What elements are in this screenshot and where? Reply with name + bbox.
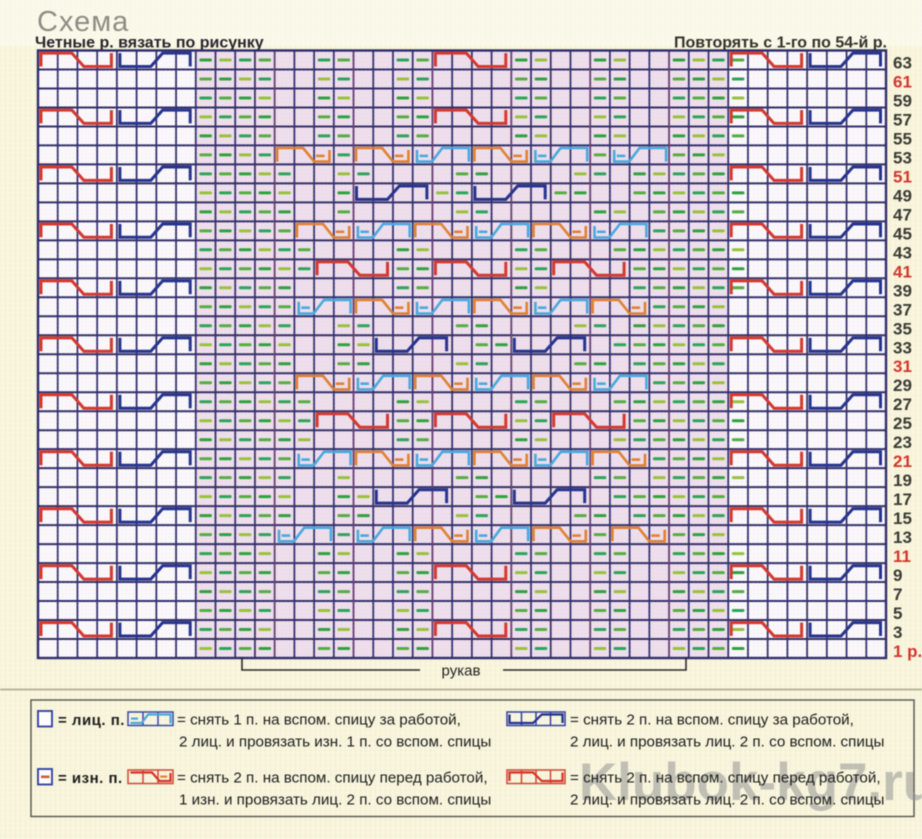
- svg-text:63: 63: [893, 54, 912, 73]
- svg-text:49: 49: [893, 186, 912, 205]
- svg-text:2 лиц. и провязать лиц. 2 п. с: 2 лиц. и провязать лиц. 2 п. со вспом. с…: [570, 792, 884, 809]
- svg-text:61: 61: [893, 73, 912, 92]
- svg-text:37: 37: [893, 300, 912, 319]
- svg-text:= снять 1 п. на вспом. спицу з: = снять 1 п. на вспом. спицу за работой,: [177, 712, 461, 729]
- svg-text:= снять 2 п. на вспом. спицу п: = снять 2 п. на вспом. спицу перед работ…: [570, 770, 881, 787]
- svg-text:9: 9: [893, 566, 902, 585]
- svg-text:15: 15: [893, 509, 912, 528]
- svg-text:Схема: Схема: [37, 6, 129, 38]
- svg-text:43: 43: [893, 243, 912, 262]
- svg-text:17: 17: [893, 490, 912, 509]
- svg-text:19: 19: [893, 471, 912, 490]
- svg-text:31: 31: [893, 357, 912, 376]
- svg-text:1 р.: 1 р.: [893, 642, 922, 661]
- svg-text:55: 55: [893, 129, 912, 148]
- svg-text:33: 33: [893, 338, 912, 357]
- svg-text:2 лиц. и провязать лиц. 2 п. с: 2 лиц. и провязать лиц. 2 п. со вспом. с…: [570, 734, 884, 751]
- svg-text:39: 39: [893, 281, 912, 300]
- svg-text:Повторять с 1-го по 54-й р.: Повторять с 1-го по 54-й р.: [674, 35, 887, 52]
- svg-text:51: 51: [893, 167, 912, 186]
- svg-text:29: 29: [893, 376, 912, 395]
- svg-text:11: 11: [893, 547, 911, 566]
- svg-text:35: 35: [893, 319, 912, 338]
- svg-text:21: 21: [893, 452, 912, 471]
- svg-text:= изн. п.: = изн. п.: [58, 770, 123, 787]
- svg-text:Четные р. вязать по рисунку: Четные р. вязать по рисунку: [35, 35, 264, 52]
- svg-text:13: 13: [893, 528, 912, 547]
- svg-text:45: 45: [893, 224, 912, 243]
- svg-text:= снять 2 п. на вспом. спицу п: = снять 2 п. на вспом. спицу перед работ…: [177, 770, 488, 787]
- svg-text:7: 7: [893, 585, 902, 604]
- svg-text:57: 57: [893, 110, 912, 129]
- svg-text:5: 5: [893, 604, 902, 623]
- svg-text:47: 47: [893, 205, 912, 224]
- svg-text:53: 53: [893, 148, 912, 167]
- svg-text:рукав: рукав: [442, 663, 481, 680]
- svg-text:Klubok-kg7.ru: Klubok-kg7.ru: [579, 753, 922, 812]
- svg-text:23: 23: [893, 433, 912, 452]
- svg-text:59: 59: [893, 92, 912, 111]
- svg-text:= снять 2 п. на вспом. спицу з: = снять 2 п. на вспом. спицу за работой,: [570, 712, 854, 729]
- svg-text:25: 25: [893, 414, 912, 433]
- svg-text:= лиц. п.: = лиц. п.: [58, 712, 125, 729]
- svg-text:1 изн. и провязать лиц. 2 п. с: 1 изн. и провязать лиц. 2 п. со вспом. с…: [179, 792, 491, 809]
- svg-text:27: 27: [893, 395, 912, 414]
- svg-text:3: 3: [893, 623, 902, 642]
- svg-text:2 лиц. и провязать изн. 1 п. с: 2 лиц. и провязать изн. 1 п. со вспом. с…: [179, 734, 491, 751]
- svg-text:41: 41: [893, 262, 912, 281]
